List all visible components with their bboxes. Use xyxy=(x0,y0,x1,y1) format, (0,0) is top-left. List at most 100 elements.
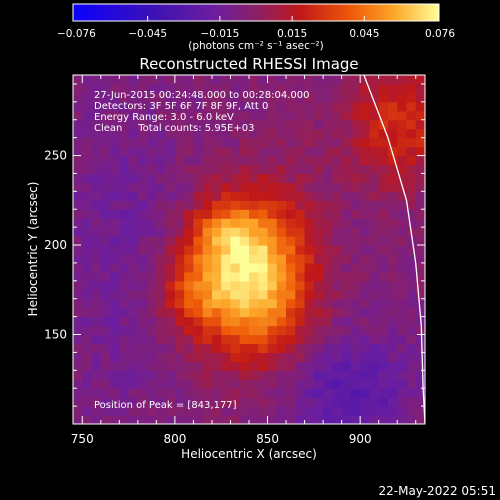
heatmap-cell xyxy=(110,388,120,398)
heatmap-cell xyxy=(341,218,352,228)
heatmap-cell xyxy=(304,307,315,318)
heatmap-cell xyxy=(332,406,343,416)
heatmap-cell xyxy=(397,343,408,354)
heatmap-cell xyxy=(369,218,380,228)
heatmap-cell xyxy=(82,361,93,371)
heatmap-cell xyxy=(119,280,130,291)
heatmap-cell xyxy=(230,334,241,345)
heatmap-cell xyxy=(267,128,278,139)
heatmap-cell xyxy=(221,280,232,291)
heatmap-cell xyxy=(128,182,139,192)
heatmap-cell xyxy=(258,289,269,300)
heatmap-cell xyxy=(165,245,176,255)
heatmap-cell xyxy=(406,271,417,282)
heatmap-cell xyxy=(267,92,278,103)
heatmap-cell xyxy=(128,280,139,291)
heatmap-cell xyxy=(387,415,398,424)
heatmap-cell xyxy=(304,352,315,362)
heatmap-cell xyxy=(156,119,167,130)
heatmap-cell xyxy=(360,280,371,291)
heatmap-cell xyxy=(147,191,157,201)
heatmap-cell xyxy=(110,182,120,192)
heatmap-cell xyxy=(313,316,324,327)
heatmap-cell xyxy=(397,245,408,255)
heatmap-cell xyxy=(295,173,306,183)
timestamp: 22-May-2022 05:51 xyxy=(379,484,496,498)
heatmap-cell xyxy=(378,388,389,398)
heatmap-cell xyxy=(174,325,185,336)
heatmap-cell xyxy=(221,209,232,219)
heatmap-cell xyxy=(350,92,361,103)
heatmap-cell xyxy=(119,236,130,246)
heatmap-cell xyxy=(82,92,93,103)
heatmap-cell xyxy=(323,155,333,166)
heatmap-cell xyxy=(360,289,371,300)
heatmap-cell xyxy=(360,182,371,192)
heatmap-cell xyxy=(406,182,417,192)
heatmap-cell xyxy=(110,101,120,112)
heatmap-cell xyxy=(286,110,296,121)
heatmap-cell xyxy=(137,245,148,255)
heatmap-cell xyxy=(230,182,241,192)
heatmap-cell xyxy=(202,119,213,130)
heatmap-cell xyxy=(332,334,343,345)
heatmap-cell xyxy=(73,307,83,318)
heatmap-cell xyxy=(82,307,93,318)
heatmap-cell xyxy=(221,236,232,246)
heatmap-cell xyxy=(100,200,111,210)
heatmap-cell xyxy=(91,191,102,201)
heatmap-cell xyxy=(230,227,241,237)
heatmap-cell xyxy=(323,182,333,192)
heatmap-cell xyxy=(128,334,139,345)
heatmap-cell xyxy=(137,271,148,282)
heatmap-cell xyxy=(110,83,120,94)
heatmap-cell xyxy=(397,209,408,219)
heatmap-cell xyxy=(406,83,417,94)
heatmap-cell xyxy=(286,262,296,273)
heatmap-cell xyxy=(249,415,259,424)
heatmap-cell xyxy=(128,200,139,210)
heatmap-cell xyxy=(119,406,130,416)
heatmap-cell xyxy=(295,200,306,210)
heatmap-cell xyxy=(295,361,306,371)
heatmap-cell xyxy=(258,83,269,94)
heatmap-cell xyxy=(73,137,83,148)
heatmap-cell xyxy=(128,146,139,157)
heatmap-cell xyxy=(415,75,425,85)
heatmap-cell xyxy=(202,352,213,362)
heatmap-cell xyxy=(406,218,417,228)
heatmap-cell xyxy=(137,307,148,318)
heatmap-cell xyxy=(378,92,389,103)
heatmap-cell xyxy=(137,343,148,354)
heatmap-cell xyxy=(174,307,185,318)
heatmap-cell xyxy=(230,388,241,398)
heatmap-cell xyxy=(378,289,389,300)
heatmap-cell xyxy=(369,280,380,291)
heatmap-cell xyxy=(202,307,213,318)
heatmap-cell xyxy=(387,164,398,175)
heatmap-cell xyxy=(397,298,408,309)
heatmap-cell xyxy=(202,209,213,219)
heatmap-cell xyxy=(378,370,389,380)
heatmap-cell xyxy=(221,92,232,103)
heatmap-cell xyxy=(100,379,111,389)
heatmap-cell xyxy=(258,119,269,130)
heatmap-cell xyxy=(360,119,371,130)
heatmap-cell xyxy=(119,271,130,282)
heatmap-cell xyxy=(267,397,278,407)
heatmap-cell xyxy=(258,75,269,85)
heatmap-cell xyxy=(202,200,213,210)
heatmap-cell xyxy=(249,75,259,85)
heatmap-cell xyxy=(378,379,389,389)
heatmap-cell xyxy=(249,325,259,336)
heatmap-cell xyxy=(82,191,93,201)
heatmap-cell xyxy=(174,316,185,327)
colorbar-tick-label: −0.015 xyxy=(200,28,239,40)
heatmap-cell xyxy=(184,173,195,183)
heatmap-cell xyxy=(147,146,157,157)
heatmap-cell xyxy=(73,119,83,130)
heatmap-cell xyxy=(202,271,213,282)
heatmap-cell xyxy=(313,352,324,362)
x-tick-label: 750 xyxy=(71,432,94,446)
heatmap-cell xyxy=(239,379,250,389)
